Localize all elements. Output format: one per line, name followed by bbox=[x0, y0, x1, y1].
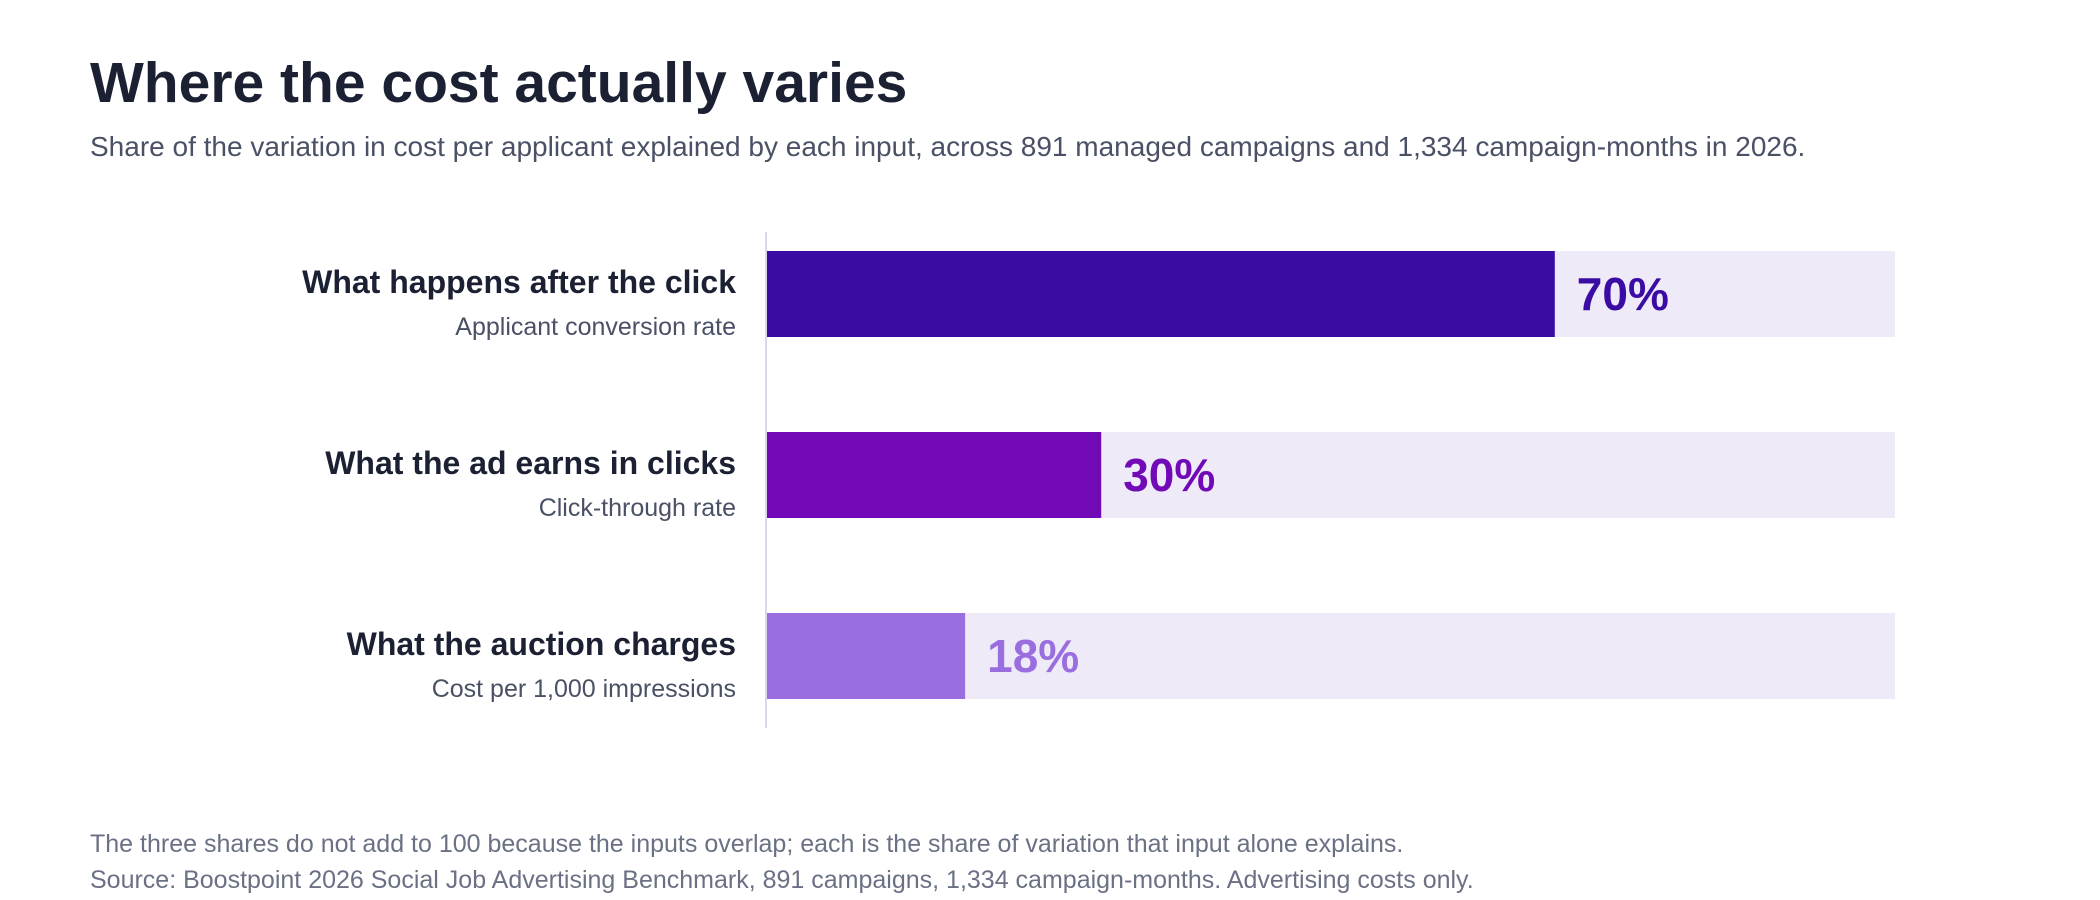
category-label: What the ad earns in clicks bbox=[325, 445, 736, 481]
chart-notes: The three shares do not add to 100 becau… bbox=[90, 826, 1474, 898]
category-sublabel: Applicant conversion rate bbox=[455, 313, 736, 341]
page-title: Where the cost actually varies bbox=[90, 51, 908, 115]
page-subtitle: Share of the variation in cost per appli… bbox=[90, 131, 1806, 162]
category-sublabel: Cost per 1,000 impressions bbox=[432, 675, 736, 703]
bar-value-label: 18% bbox=[987, 630, 1079, 682]
bar-value-label: 30% bbox=[1123, 449, 1215, 501]
category-label: What the auction charges bbox=[347, 626, 736, 662]
bar bbox=[767, 251, 1555, 337]
footnote: The three shares do not add to 100 becau… bbox=[90, 830, 1404, 858]
source-note: Source: Boostpoint 2026 Social Job Adver… bbox=[90, 866, 1474, 894]
bar bbox=[767, 432, 1102, 518]
bar-value-label: 70% bbox=[1577, 268, 1669, 320]
category-sublabel: Click-through rate bbox=[539, 494, 736, 522]
bar bbox=[767, 613, 966, 699]
category-label: What happens after the click bbox=[302, 264, 736, 300]
